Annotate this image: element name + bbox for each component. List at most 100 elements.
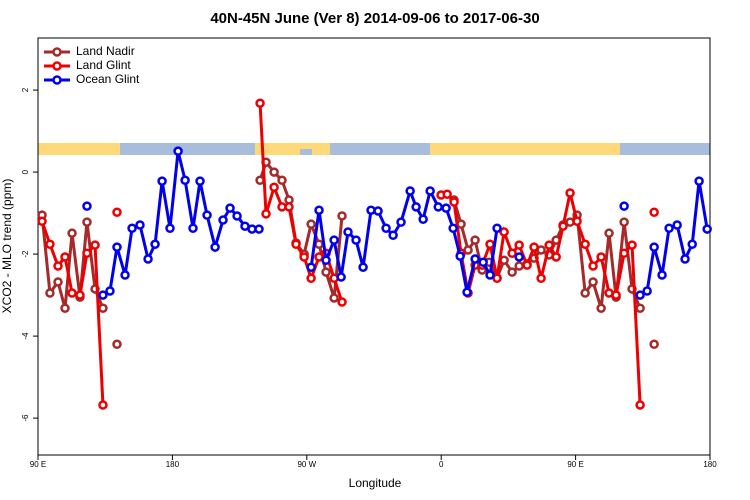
data-point [470,254,480,264]
data-point [255,98,265,108]
data-point [321,255,331,265]
data-point [499,227,509,237]
data-point [514,240,524,250]
data-point [143,254,153,264]
data-point [232,211,242,221]
data-point [82,248,92,259]
data-point [299,252,309,262]
data-point [580,239,590,249]
legend-label: Land Nadir [76,44,135,58]
data-point [67,228,77,238]
y-tick-label: -4 [21,332,30,340]
data-point [120,270,130,280]
data-point [269,182,279,193]
data-point [112,339,122,350]
data-point [98,290,108,300]
data-point [672,220,682,230]
data-point [336,272,346,282]
data-point [67,288,77,298]
data-point [463,245,473,255]
x-tick-label: 180 [166,460,180,469]
data-point [649,339,659,350]
data-point [635,303,645,313]
data-point [522,260,532,270]
data-point [165,223,175,234]
data-point [507,248,517,259]
data-point [485,270,495,280]
data-point [596,252,606,262]
data-point [694,176,704,186]
data-point [112,242,122,252]
data-point [442,189,452,199]
data-point [150,239,160,249]
data-point [306,219,316,229]
data-point [635,400,645,410]
data-point [462,287,472,297]
data-point [536,273,546,284]
data-point [37,216,47,227]
data-point [470,235,480,245]
data-point [225,203,235,213]
data-point [642,286,652,296]
data-point [337,297,347,307]
data-point [98,303,108,313]
data-point [321,267,331,277]
data-point [173,146,183,156]
data-point [53,277,63,287]
data-point [455,251,465,261]
data-point [218,215,228,225]
data-point [329,293,339,303]
data-point [188,223,198,234]
data-point [306,273,316,284]
legend-label: Ocean Glint [76,72,140,86]
data-point [485,239,495,249]
data-point [45,239,55,249]
data-point [277,175,287,186]
data-point [269,167,279,177]
data-point [558,221,568,231]
data-point [210,242,220,252]
x-tick-label: 90 E [567,460,583,469]
data-point [53,261,63,271]
data-point [105,286,115,296]
data-point [60,252,70,262]
chart-title: 40N-45N June (Ver 8) 2014-09-06 to 2017-… [210,10,539,27]
data-point [358,262,368,272]
data-point [314,239,324,249]
data-point [90,240,100,250]
data-point [492,223,502,234]
data-point [565,188,575,198]
x-axis-label: Longitude [349,476,402,490]
data-point [195,176,205,186]
data-point [284,202,294,212]
data-point [45,288,55,298]
data-point [60,303,70,313]
data-point [98,400,108,410]
data-point [619,217,629,227]
data-point [112,207,122,218]
data-point [657,270,667,280]
data-point [619,201,629,211]
data-point [381,223,391,234]
data-point [425,186,435,196]
data-point [492,273,502,284]
y-tick-label: 2 [21,87,30,92]
data-point [604,228,614,238]
data-point [449,197,459,207]
data-point [396,217,406,227]
data-point [202,210,212,220]
data-point [337,211,347,221]
data-point [433,202,443,212]
data-point [611,290,621,300]
data-point [329,235,339,245]
data-point [157,176,167,186]
data-point [448,223,458,234]
data-point [388,230,398,240]
data-point [627,240,637,250]
data-point [343,227,353,237]
data-point [680,254,690,264]
data-point [180,175,190,186]
data-point [441,203,451,213]
data-point [649,207,659,218]
